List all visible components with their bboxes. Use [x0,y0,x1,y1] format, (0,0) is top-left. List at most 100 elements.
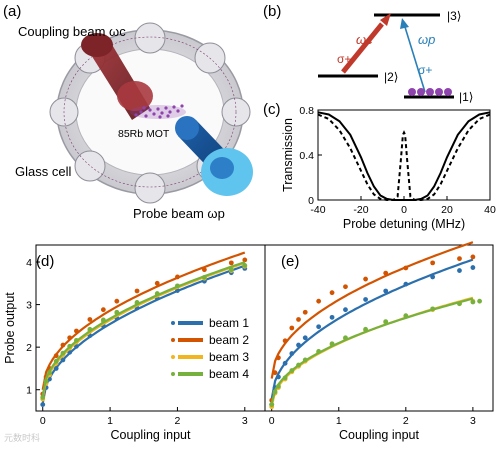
panel-c-label: (c) [263,101,281,118]
legend-marker [171,338,175,342]
point-beam-4 [242,263,248,268]
point-beam-2 [316,298,322,304]
probe-arrow [404,26,426,93]
point-beam-4 [154,291,160,296]
point-beam-2 [87,317,93,322]
point-beam-1 [302,335,308,341]
state-1-label: |1⟩ [459,90,473,104]
point-beam-4 [272,389,278,395]
y-tick-label: 0 [308,195,314,207]
fit-line-beam-2 [270,241,474,379]
x-tick-label: 2 [175,415,181,427]
coupling-arrow [341,22,384,74]
x-tick-label: 2 [403,415,409,427]
x-tick-label: 3 [242,415,248,427]
point-beam-4 [175,283,180,289]
point-beam-4 [289,368,295,373]
point-beam-2 [329,290,335,296]
point-beam-1 [296,342,301,348]
point-beam-1 [316,324,322,330]
y-tick-label: 1 [26,385,32,397]
probe-beam [175,116,253,196]
state-3-label: |3⟩ [447,9,461,23]
fit-line-beam-3 [270,296,474,407]
x-axis-title: Probe detuning (MHz) [343,217,465,231]
y-tick-label: 3 [26,300,32,312]
point-beam-2 [114,298,120,304]
sigma-probe-label: σ+ [418,63,432,77]
point-beam-2 [228,260,234,266]
fit-line-beam-2 [41,251,246,391]
probe-beam-label: Probe beam ωp [133,206,225,221]
point-beam-4 [74,337,79,343]
x-tick-label: 0 [401,204,407,216]
point-beam-4 [302,357,308,363]
panel-e-label: (e) [281,253,299,270]
x-axis-title: Coupling input [111,428,191,442]
point-beam-2 [289,325,295,331]
y-axis-title: Probe output [3,292,17,364]
sigma-coupling-label: σ+ [337,52,351,66]
point-beam-4 [363,326,368,332]
point-beam-4 [40,394,46,400]
solid-curve [317,111,491,201]
point-beam-1 [60,357,66,363]
point-beam-2 [403,265,409,271]
watermark: 元数时科 [4,432,40,443]
point-beam-1 [289,351,295,356]
point-beam-2 [430,260,436,266]
point-beam-1 [282,360,288,366]
chart-probe-output-d: (d) 0 1 2 3 1 2 3 4 Coupling input Probe output be… [3,244,266,442]
point-beam-2 [470,254,476,260]
legend-marker [171,372,175,376]
point-beam-4 [276,383,281,389]
point-beam-4 [383,319,389,325]
point-beam-2 [296,317,301,322]
point-beam-1 [430,274,436,280]
point-beam-4 [134,300,140,305]
panel-b-label: (b) [263,3,281,20]
point-beam-1 [329,314,335,320]
chart-probe-output-e: (e) 0 1 2 3 Coupling input [264,241,494,442]
point-beam-4 [43,378,49,384]
point-beam-4 [67,343,73,349]
y-tick-label: 0.4 [299,150,314,162]
point-beam-2 [302,309,308,315]
x-tick-label: -20 [353,204,368,216]
glass-cell-label: Glass cell [15,164,71,179]
point-beam-2 [67,335,73,341]
point-beam-2 [272,370,278,376]
point-beam-2 [201,267,207,273]
point-beam-2 [276,355,281,361]
point-beam-1 [40,402,46,408]
point-beam-2 [175,274,180,280]
point-beam-4 [282,375,288,381]
fit-line-beam-4 [270,297,474,404]
point-beam-2 [383,270,389,276]
mot-label: 85Rb MOT [118,128,170,140]
legend-marker [171,355,175,359]
legend-entry: beam 2 [209,333,249,347]
point-beam-2 [282,338,288,344]
atoms [408,88,452,96]
legend-entry: beam 1 [209,316,249,330]
point-beam-1 [383,288,389,294]
omega-p-label: ωp [418,32,435,47]
point-beam-4 [228,267,234,273]
point-beam-1 [470,265,476,270]
point-beam-2 [60,342,66,348]
point-beam-2 [134,288,140,294]
y-tick-label: 2 [26,342,32,354]
point-beam-4 [470,299,476,305]
point-beam-2 [154,280,160,286]
point-beam-1 [343,307,348,313]
x-tick-label: 40 [484,204,496,216]
point-beam-2 [363,276,368,282]
point-beam-2 [457,256,462,262]
point-beam-2 [242,257,248,263]
point-beam-1 [276,374,281,380]
legend-entry: beam 3 [209,350,249,364]
point-beam-4 [201,274,207,280]
point-beam-4 [457,301,462,307]
